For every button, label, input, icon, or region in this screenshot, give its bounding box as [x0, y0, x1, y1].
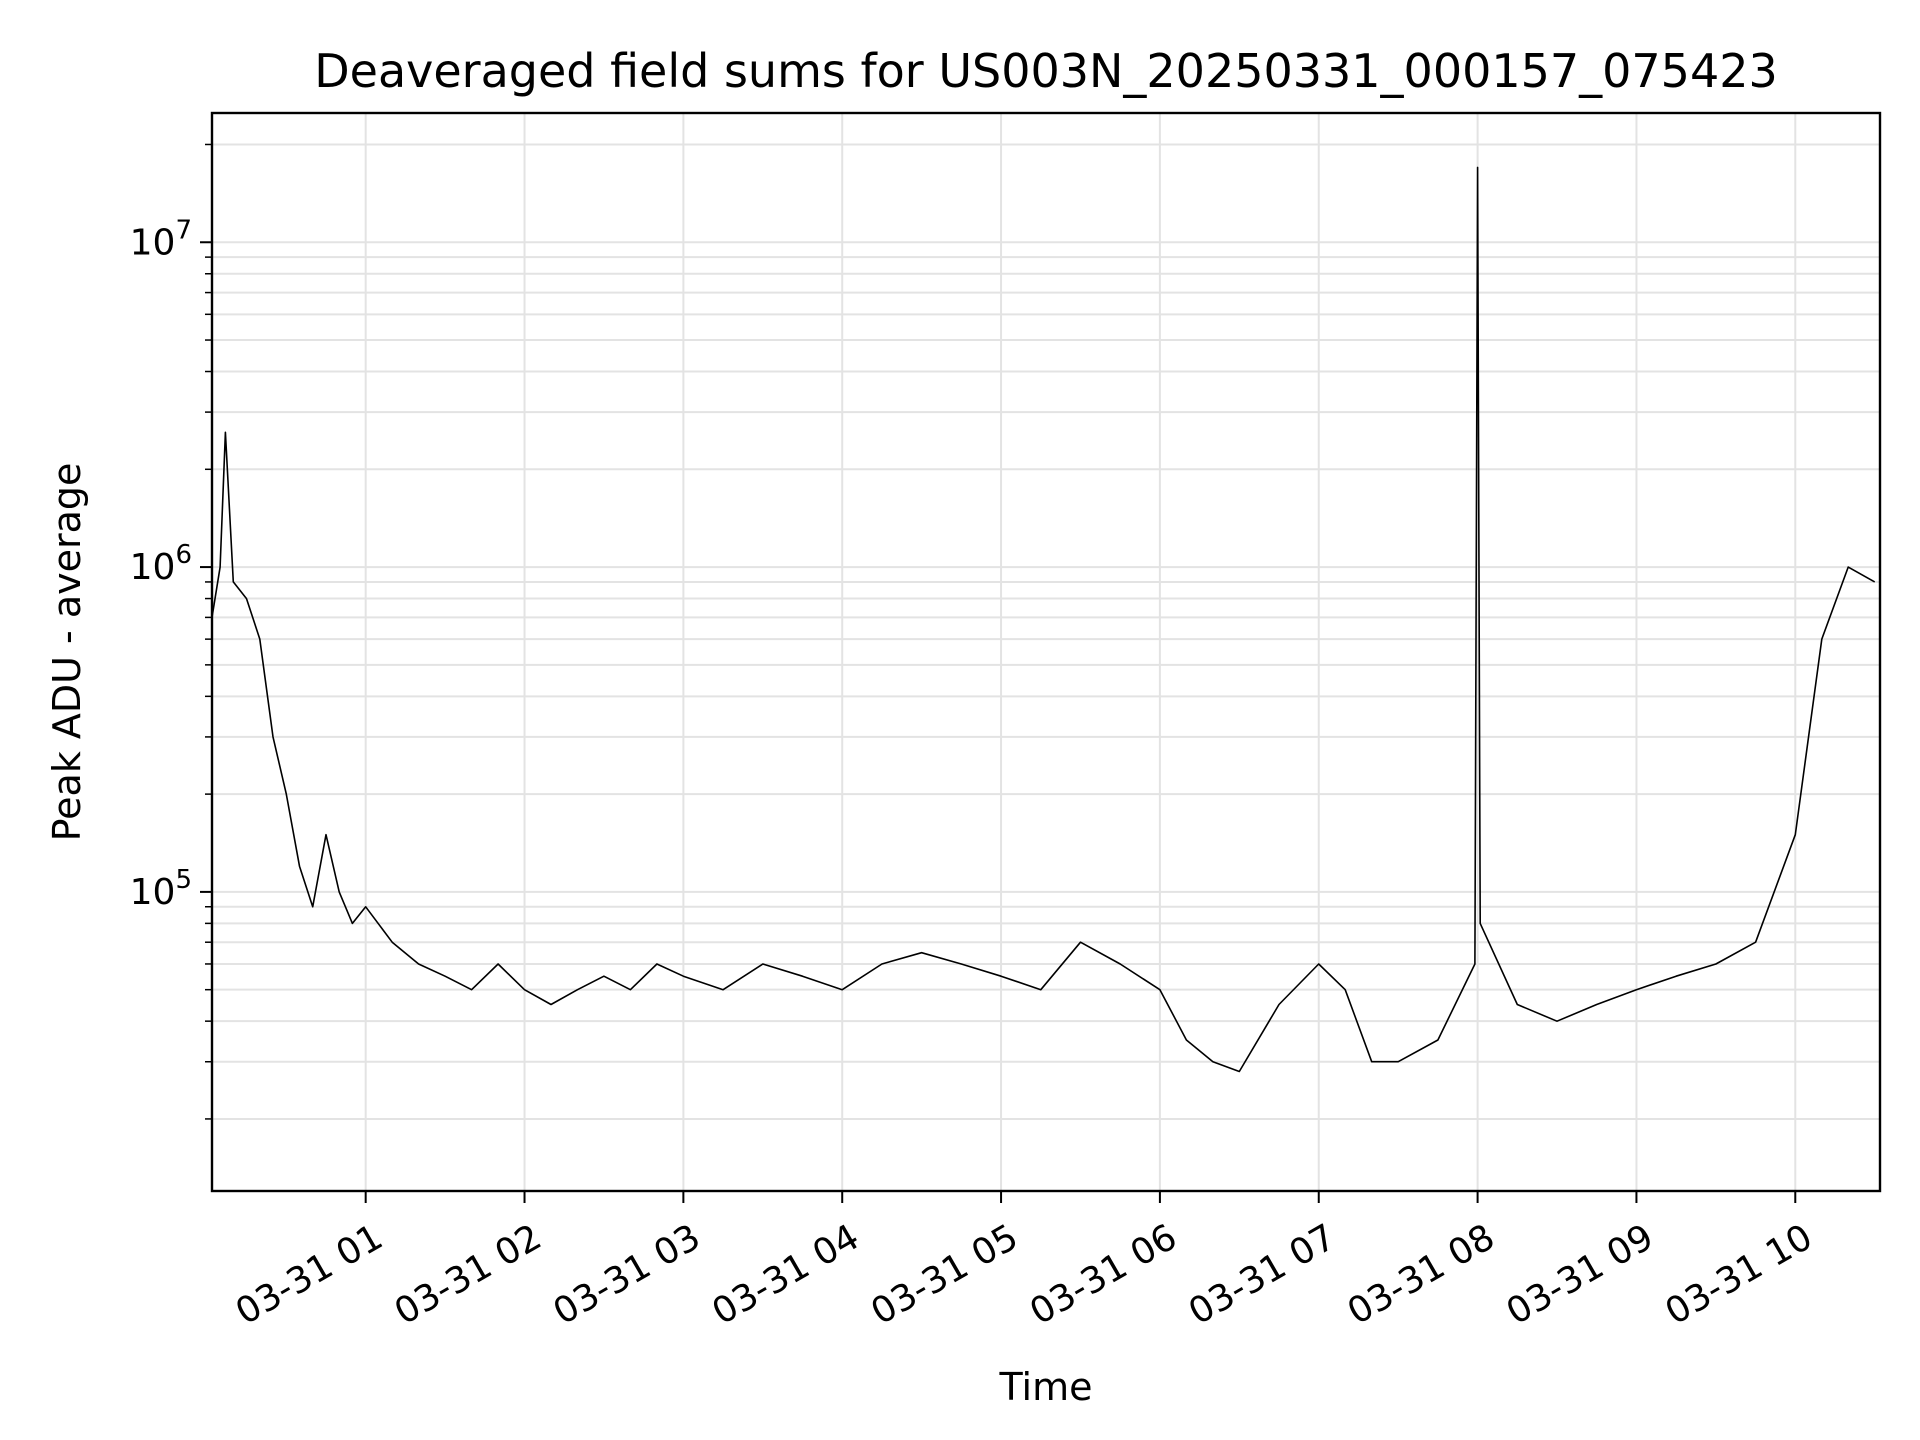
- y-tick-exponent: 7: [175, 215, 192, 245]
- plot-layer: [211, 166, 1876, 1073]
- y-tick-base: 10: [130, 872, 176, 913]
- y-tick-base: 10: [130, 222, 176, 263]
- y-tick-exponent: 5: [175, 865, 192, 895]
- grid-layer: [212, 113, 1880, 1191]
- chart-title: Deaveraged field sums for US003N_2025033…: [314, 44, 1778, 98]
- y-axis-label: Peak ADU - average: [45, 463, 89, 842]
- y-tick-exponent: 6: [175, 540, 192, 570]
- series-line: [211, 166, 1876, 1073]
- x-axis-label: Time: [999, 1365, 1093, 1409]
- y-tick-base: 10: [130, 547, 176, 588]
- axes-frame: [210, 111, 1882, 1193]
- y-tick-label: 106: [130, 540, 192, 588]
- y-tick-label: 107: [130, 215, 192, 263]
- y-tick-label: 105: [130, 865, 192, 913]
